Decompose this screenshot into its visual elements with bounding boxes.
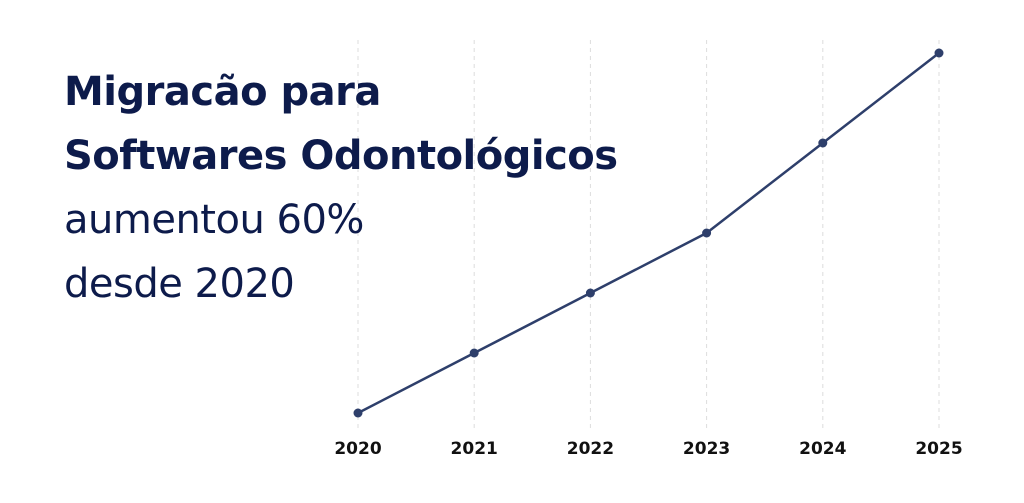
data-points: [353, 48, 944, 418]
x-tick-label-2020: 2020: [334, 439, 381, 459]
headline-line-1: Migracão para: [64, 69, 381, 115]
data-point-2024: [818, 138, 828, 148]
headline: Migracão para Softwares Odontológicos au…: [64, 60, 724, 316]
data-point-2021: [469, 348, 479, 358]
x-tick-label-2024: 2024: [799, 439, 846, 459]
headline-line-4: desde 2020: [64, 261, 295, 307]
x-tick-label-2022: 2022: [567, 439, 614, 459]
grid-lines: [357, 40, 940, 428]
series-line-group: [357, 52, 940, 415]
x-tick-label-2021: 2021: [451, 439, 498, 459]
data-point-2025: [934, 48, 944, 58]
x-axis-tick-labels: 2020 2021 2022 2023 2024 2025: [334, 439, 962, 459]
x-tick-label-2023: 2023: [683, 439, 730, 459]
headline-line-3: aumentou 60%: [64, 197, 364, 243]
data-point-2022: [585, 288, 595, 298]
data-point-2020: [353, 408, 363, 418]
headline-line-2: Softwares Odontológicos: [64, 133, 618, 179]
data-point-2023: [702, 228, 712, 238]
x-tick-label-2025: 2025: [915, 439, 962, 459]
series-line: [357, 52, 940, 415]
